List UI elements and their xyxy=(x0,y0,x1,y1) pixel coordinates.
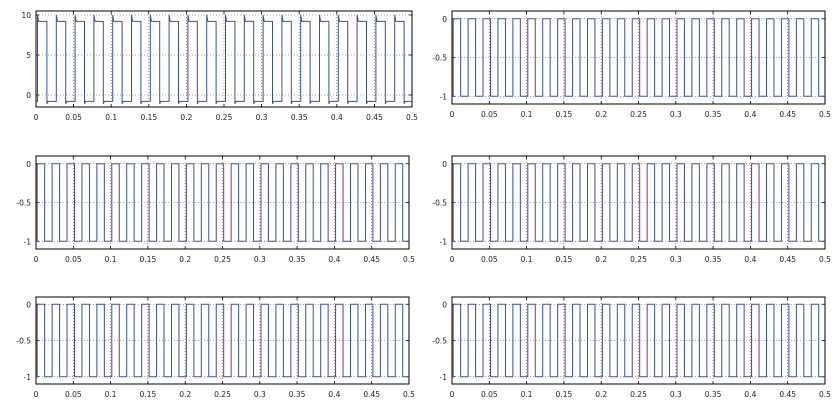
x-tick-label: 0.35 xyxy=(289,255,306,264)
x-tick-label: 0.3 xyxy=(256,113,268,122)
x-tick-label: 0.4 xyxy=(744,255,756,264)
y-tick-label: 0 xyxy=(442,160,447,169)
x-tick-label: 0.5 xyxy=(819,390,831,399)
x-tick-label: 0.45 xyxy=(363,255,380,264)
x-tick-label: 0.45 xyxy=(366,113,383,122)
x-tick-label: 0.4 xyxy=(331,113,343,122)
x-tick-label: 0.3 xyxy=(254,390,266,399)
y-tick-label: -1 xyxy=(24,373,32,382)
x-tick-label: 0.5 xyxy=(403,390,415,399)
x-tick-label: 0.15 xyxy=(140,113,157,122)
x-tick-label: 0.05 xyxy=(481,255,498,264)
x-tick-label: 0 xyxy=(34,113,39,122)
x-tick-label: 0.5 xyxy=(819,255,831,264)
x-tick-label: 0.3 xyxy=(670,390,682,399)
x-tick-label: 0.35 xyxy=(705,390,722,399)
x-tick-label: 0.1 xyxy=(521,110,533,119)
x-tick-label: 0.35 xyxy=(289,390,306,399)
y-tick-label: -1 xyxy=(440,92,448,101)
y-tick-label: -0.5 xyxy=(432,337,447,346)
y-tick-label: 0 xyxy=(26,160,31,169)
x-tick-label: 0.4 xyxy=(328,255,340,264)
x-tick-label: 0.5 xyxy=(406,113,418,122)
x-tick-label: 0 xyxy=(450,110,455,119)
subplot-5: 0 0.05 0.1 0.15 0.2 0.25 0.3 0.35 0.4 0.45 0.5 -1 -0… xyxy=(16,296,415,399)
x-tick-label: 0.2 xyxy=(179,390,191,399)
x-tick-label: 0.2 xyxy=(180,113,192,122)
y-tick-label: -0.5 xyxy=(432,54,447,63)
x-tick-label: 0.45 xyxy=(779,390,796,399)
x-tick-label: 0.25 xyxy=(630,110,647,119)
x-tick-label: 0.35 xyxy=(705,110,722,119)
square-wave-series-1 xyxy=(36,163,409,242)
x-tick-label: 0.05 xyxy=(65,113,82,122)
subplot-3: 0 0.05 0.1 0.15 0.2 0.25 0.3 0.35 0.4 0.45 0.5 -1 -0… xyxy=(16,155,415,264)
y-tick-label: -0.5 xyxy=(16,199,31,208)
x-tick-label: 0.05 xyxy=(65,390,82,399)
y-tick-label: -0.5 xyxy=(432,199,447,208)
square-wave-series-1 xyxy=(36,14,412,105)
x-tick-label: 0.2 xyxy=(595,255,607,264)
y-tick-label: 0 xyxy=(26,91,31,100)
x-tick-label: 0.2 xyxy=(595,390,607,399)
y-tick-label: 0 xyxy=(442,300,447,309)
x-tick-label: 0.5 xyxy=(403,255,415,264)
x-tick-label: 0.15 xyxy=(556,390,573,399)
square-wave-series-1 xyxy=(452,163,825,242)
x-tick-label: 0.5 xyxy=(819,110,831,119)
x-tick-label: 0.2 xyxy=(179,255,191,264)
x-tick-label: 0.4 xyxy=(744,110,756,119)
y-tick-label: -0.5 xyxy=(16,337,31,346)
x-tick-label: 0.15 xyxy=(140,390,157,399)
x-tick-label: 0.15 xyxy=(556,255,573,264)
square-wave-series-1 xyxy=(452,18,825,97)
x-tick-label: 0.05 xyxy=(481,110,498,119)
x-tick-label: 0.4 xyxy=(328,390,340,399)
x-tick-label: 0.3 xyxy=(670,110,682,119)
x-tick-label: 0.45 xyxy=(779,110,796,119)
x-tick-label: 0.3 xyxy=(670,255,682,264)
subplot-1: 0 0.05 0.1 0.15 0.2 0.25 0.3 0.35 0.4 0.45 0.5 0 5 10 xyxy=(21,10,418,122)
x-tick-label: 0.35 xyxy=(705,255,722,264)
y-tick-label: 0 xyxy=(442,15,447,24)
x-tick-label: 0.25 xyxy=(630,255,647,264)
subplot-6: 0 0.05 0.1 0.15 0.2 0.25 0.3 0.35 0.4 0.45 0.5 -1 -0… xyxy=(432,296,831,399)
x-tick-label: 0.1 xyxy=(105,255,117,264)
x-tick-label: 0.25 xyxy=(216,113,233,122)
y-tick-label: -1 xyxy=(440,237,448,246)
x-tick-label: 0.25 xyxy=(630,390,647,399)
x-tick-label: 0.1 xyxy=(521,255,533,264)
x-tick-label: 0.35 xyxy=(291,113,308,122)
x-tick-label: 0 xyxy=(450,390,455,399)
x-tick-label: 0.45 xyxy=(363,390,380,399)
square-wave-series-1 xyxy=(36,303,409,378)
subplot-4: 0 0.05 0.1 0.15 0.2 0.25 0.3 0.35 0.4 0.45 0.5 -1 -0… xyxy=(432,155,831,264)
x-tick-label: 0.05 xyxy=(481,390,498,399)
x-tick-label: 0.4 xyxy=(744,390,756,399)
x-tick-label: 0.25 xyxy=(214,390,231,399)
y-tick-label: 5 xyxy=(26,51,31,60)
x-tick-label: 0.1 xyxy=(105,390,117,399)
x-tick-label: 0.2 xyxy=(595,110,607,119)
y-tick-label: 10 xyxy=(21,11,31,20)
x-tick-label: 0.15 xyxy=(140,255,157,264)
subplot-2: 0 0.05 0.1 0.15 0.2 0.25 0.3 0.35 0.4 0.45 0.5 -1 -0… xyxy=(432,10,831,119)
x-tick-label: 0 xyxy=(450,255,455,264)
y-tick-label: -1 xyxy=(24,237,32,246)
x-tick-label: 0.3 xyxy=(254,255,266,264)
x-tick-label: 0 xyxy=(34,255,39,264)
y-tick-label: 0 xyxy=(26,300,31,309)
x-tick-label: 0 xyxy=(34,390,39,399)
x-tick-label: 0.1 xyxy=(105,113,117,122)
square-wave-series-1 xyxy=(452,303,825,378)
x-tick-label: 0.25 xyxy=(214,255,231,264)
x-tick-label: 0.05 xyxy=(65,255,82,264)
x-tick-label: 0.45 xyxy=(779,255,796,264)
x-tick-label: 0.15 xyxy=(556,110,573,119)
x-tick-label: 0.1 xyxy=(521,390,533,399)
y-tick-label: -1 xyxy=(440,373,448,382)
